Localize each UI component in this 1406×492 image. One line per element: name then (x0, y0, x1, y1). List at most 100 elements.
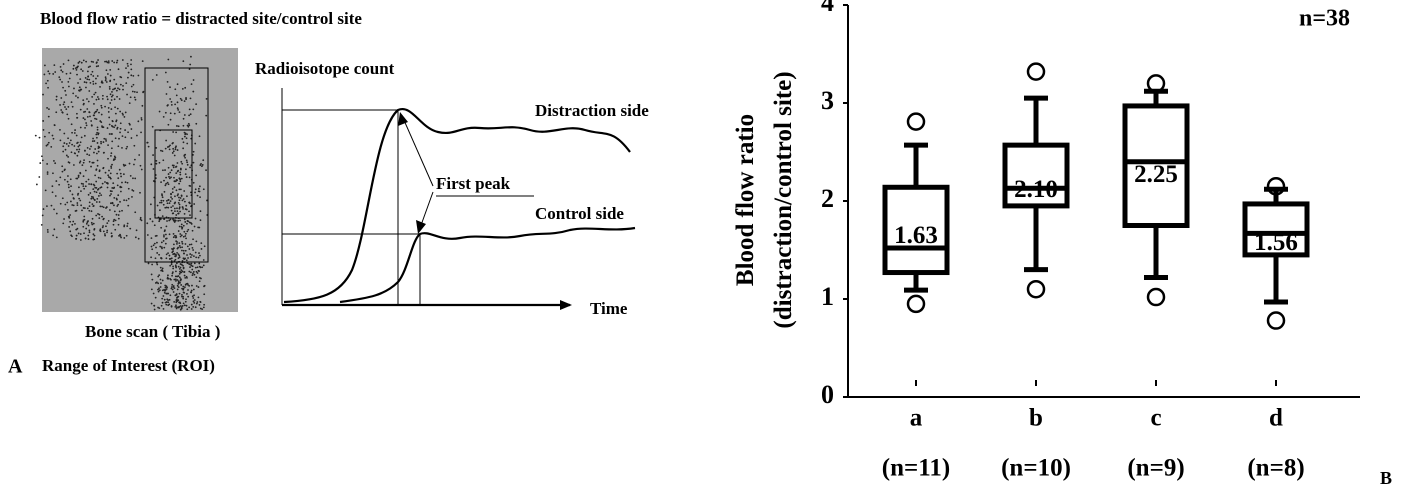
speckle (62, 145, 64, 147)
speckle (167, 301, 169, 303)
speckle (183, 292, 185, 294)
speckle (69, 214, 71, 216)
speckle (178, 188, 180, 190)
speckle (187, 296, 189, 298)
speckle (128, 188, 130, 190)
speckle (173, 253, 175, 255)
speckle (117, 184, 119, 186)
speckle (63, 63, 65, 65)
speckle (178, 266, 180, 268)
speckle (199, 280, 201, 282)
speckle (92, 188, 94, 190)
speckle (170, 196, 172, 198)
speckle (172, 205, 174, 207)
speckle (169, 294, 171, 296)
speckle (79, 86, 81, 88)
speckle (109, 80, 111, 82)
speckle (81, 137, 83, 139)
speckle (125, 181, 127, 183)
speckle (127, 223, 129, 225)
speckle (105, 225, 107, 227)
speckle (193, 162, 195, 164)
speckle (195, 103, 197, 105)
speckle (163, 236, 165, 238)
speckle (176, 189, 178, 191)
speckle (110, 108, 112, 110)
speckle (51, 205, 53, 207)
speckle (175, 278, 177, 280)
speckle (120, 128, 122, 130)
speckle (85, 122, 87, 124)
speckle (93, 103, 95, 105)
speckle (197, 266, 199, 268)
speckle (107, 62, 109, 64)
speckle (93, 223, 95, 225)
speckle (173, 177, 175, 179)
speckle (165, 225, 167, 227)
speckle (101, 114, 103, 116)
speckle (155, 147, 157, 149)
speckle (185, 205, 187, 207)
speckle (184, 132, 186, 134)
speckle (198, 270, 200, 272)
speckle (168, 303, 170, 305)
speckle (171, 284, 173, 286)
speckle (165, 183, 167, 185)
speckle (110, 193, 112, 195)
speckle (175, 214, 177, 216)
speckle (127, 131, 129, 133)
speckle (96, 168, 98, 170)
speckle (173, 150, 175, 152)
speckle (101, 216, 103, 218)
speckle (174, 155, 176, 157)
speckle (160, 267, 162, 269)
speckle (87, 235, 89, 237)
speckle (169, 172, 171, 174)
speckle (97, 126, 99, 128)
speckle (134, 211, 136, 213)
speckle (167, 252, 169, 254)
speckle (62, 171, 64, 173)
speckle (84, 150, 86, 152)
speckle (189, 64, 191, 66)
speckle (191, 243, 193, 245)
speckle (180, 188, 182, 190)
speckle (153, 168, 155, 170)
speckle (172, 289, 174, 291)
speckle (80, 141, 82, 143)
speckle (125, 112, 127, 114)
speckle (89, 192, 91, 194)
speckle (200, 301, 202, 303)
speckle (180, 278, 182, 280)
mean-label: 1.56 (1254, 229, 1298, 256)
arrow-head (398, 112, 408, 126)
speckle (101, 80, 103, 82)
speckle (119, 201, 121, 203)
speckle (93, 233, 95, 235)
speckle (181, 226, 183, 228)
speckle (147, 234, 149, 236)
speckle (168, 173, 170, 175)
speckle (160, 282, 162, 284)
speckle (87, 207, 89, 209)
speckle (190, 256, 192, 258)
speckle (172, 271, 174, 273)
panel-title: Blood flow ratio = distracted site/contr… (40, 9, 362, 28)
speckle (167, 182, 169, 184)
speckle (180, 168, 182, 170)
y-tick-label: 3 (821, 86, 834, 115)
speckle (192, 230, 194, 232)
speckle (179, 206, 181, 208)
speckle (197, 272, 199, 274)
speckle (76, 149, 78, 151)
speckle (88, 210, 90, 212)
speckle (141, 117, 143, 119)
speckle (102, 95, 104, 97)
speckle (183, 141, 185, 143)
speckle (117, 204, 119, 206)
speckle (179, 233, 181, 235)
speckle (195, 218, 197, 220)
speckle (166, 200, 168, 202)
speckle (166, 298, 168, 300)
speckle (109, 133, 111, 135)
